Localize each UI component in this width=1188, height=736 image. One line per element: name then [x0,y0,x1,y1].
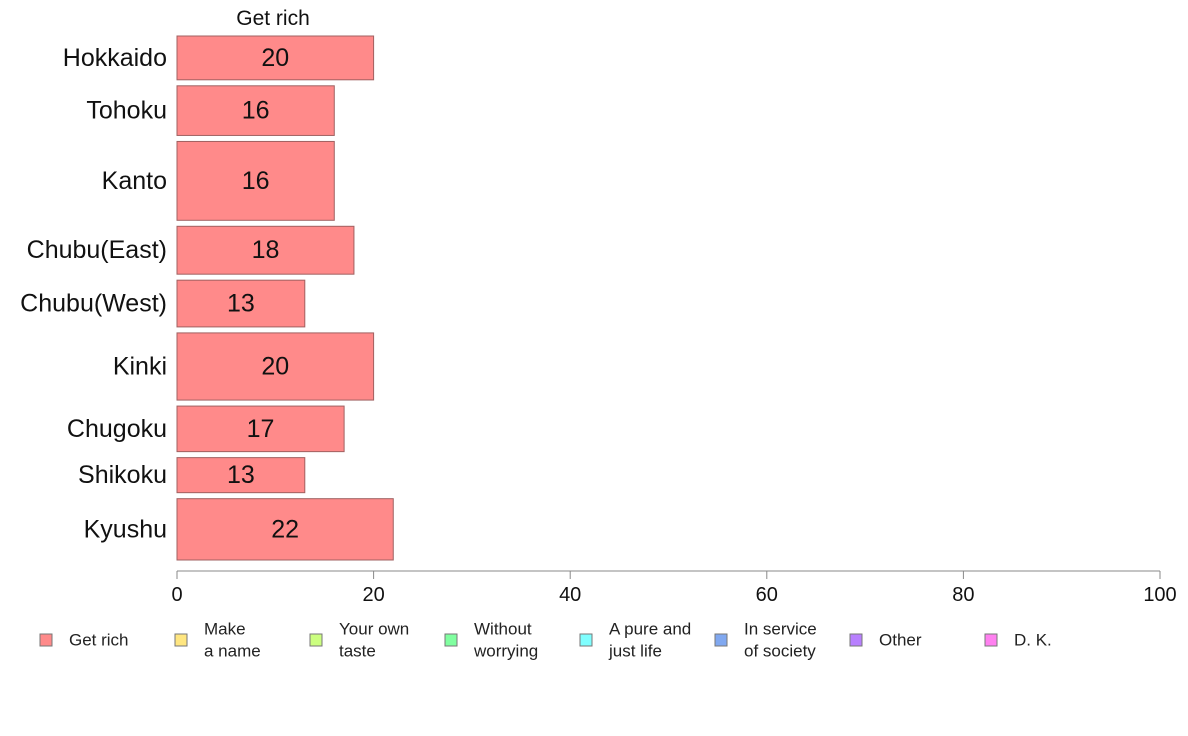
bar-value-label: 16 [242,97,270,125]
legend-label: just life [608,642,662,661]
legend-label: taste [339,642,376,661]
legend-swatch [309,633,323,647]
legend-item: A pure and just life [579,620,691,661]
bar [176,457,306,494]
legend-label: A pure and [609,620,691,639]
bar [176,35,375,81]
category-label: Chubu(East) [27,236,167,264]
legend-item: Get rich [39,631,129,650]
legend-swatch [444,633,458,647]
legend-item: Make a name [174,620,261,661]
bar [176,498,394,561]
bars-layer: 20 Hokkaido 16 Tohoku 16 Kanto 18 Chubu(East) 13… [20,35,394,561]
bar-value-label: 16 [242,167,270,195]
category-label: Tohoku [86,97,167,125]
legend-swatch [579,633,593,647]
bar-value-label: 13 [227,290,255,318]
bar-value-label: 22 [271,515,299,543]
legend-swatch [849,633,863,647]
x-tick-label: 100 [1143,584,1176,606]
bar [176,225,355,275]
category-label: Shikoku [78,461,167,489]
legend-item: Without worrying [444,620,538,661]
x-tick-label: 60 [756,584,778,606]
bar-value-label: 17 [247,415,275,443]
legend-item: In service of society [714,620,817,661]
category-label: Kyushu [84,515,167,543]
x-tick-label: 0 [171,584,182,606]
legend-label: Other [879,631,922,650]
legend-label: Your own [339,620,409,639]
legend-label: of society [744,642,816,661]
category-label: Hokkaido [63,44,167,72]
legend-label: D. K. [1014,631,1052,650]
x-axis: 0 20 40 60 80 100 [171,570,1177,606]
legend-label: Without [474,620,532,639]
category-label: Kinki [113,352,167,380]
legend-item: Other [849,631,922,650]
legend-swatch [714,633,728,647]
legend-swatch [984,633,998,647]
facet-title-layer: Get rich [236,7,310,30]
x-tick-label: 40 [559,584,581,606]
bar [176,332,375,401]
chart-title: Get rich [236,7,310,30]
x-tick-label: 20 [362,584,384,606]
bar-value-label: 20 [261,352,289,380]
legend-item: D. K. [984,631,1052,650]
x-tick-label: 80 [952,584,974,606]
bar [176,140,335,221]
category-label: Chubu(West) [20,290,167,318]
legend-swatch [39,633,53,647]
category-label: Kanto [102,167,167,195]
legend-label: a name [204,642,261,661]
bar [176,405,345,453]
legend-item: Your own taste [309,620,409,661]
legend-label: Get rich [69,631,129,650]
category-label: Chugoku [67,415,167,443]
bar [176,85,335,136]
legend-label: In service [744,620,817,639]
bar [176,279,306,328]
legend-swatch [174,633,188,647]
legend: Get rich Make a name Your own taste Without wo… [39,620,1052,661]
bar-value-label: 13 [227,461,255,489]
legend-label: Make [204,620,246,639]
bar-value-label: 18 [252,236,280,264]
bar-value-label: 20 [261,44,289,72]
legend-label: worrying [473,642,538,661]
